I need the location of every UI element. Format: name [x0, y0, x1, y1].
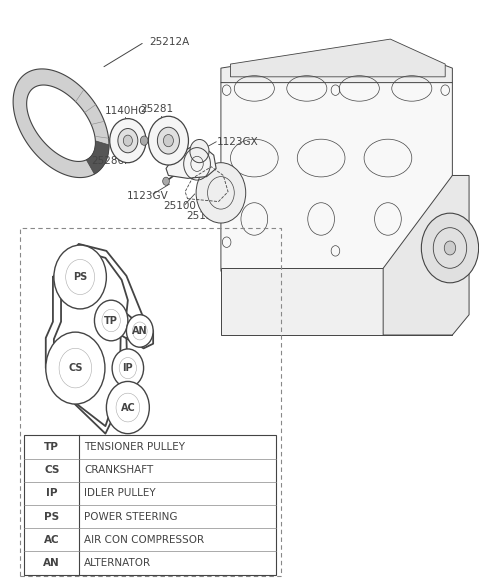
Polygon shape: [383, 175, 469, 335]
Text: PS: PS: [73, 272, 87, 282]
Circle shape: [126, 315, 153, 347]
Circle shape: [196, 163, 246, 223]
Text: 1140HO: 1140HO: [105, 106, 147, 115]
Text: TP: TP: [104, 315, 118, 325]
Text: 25100: 25100: [164, 201, 196, 210]
Polygon shape: [86, 141, 109, 174]
Circle shape: [118, 128, 138, 153]
Text: AC: AC: [120, 402, 135, 413]
Circle shape: [157, 127, 180, 154]
Circle shape: [95, 300, 128, 341]
Polygon shape: [221, 42, 452, 83]
Circle shape: [46, 332, 105, 404]
Bar: [24, 436, 276, 575]
Circle shape: [107, 381, 149, 434]
Text: 1123GX: 1123GX: [217, 137, 259, 147]
Circle shape: [110, 118, 146, 163]
Text: IP: IP: [122, 363, 133, 373]
Circle shape: [123, 135, 132, 146]
Text: CS: CS: [68, 363, 83, 373]
Text: TP: TP: [44, 442, 59, 452]
Text: 1123GV: 1123GV: [126, 191, 168, 201]
Text: 25286I: 25286I: [91, 156, 127, 166]
Text: 25281: 25281: [140, 104, 173, 114]
Text: AC: AC: [44, 535, 60, 545]
Circle shape: [163, 135, 173, 147]
Text: IP: IP: [46, 489, 58, 498]
Circle shape: [190, 139, 209, 163]
Circle shape: [421, 213, 479, 283]
Text: TENSIONER PULLEY: TENSIONER PULLEY: [84, 442, 185, 452]
Text: CS: CS: [44, 465, 60, 475]
Text: AN: AN: [132, 326, 147, 336]
Text: CRANKSHAFT: CRANKSHAFT: [84, 465, 153, 475]
Polygon shape: [166, 145, 216, 178]
Circle shape: [163, 177, 169, 185]
Polygon shape: [221, 59, 452, 271]
Text: 25124: 25124: [187, 211, 220, 221]
Text: 25212A: 25212A: [149, 37, 190, 47]
Circle shape: [140, 136, 148, 145]
Polygon shape: [230, 39, 445, 77]
Circle shape: [148, 116, 189, 165]
Circle shape: [54, 245, 107, 309]
Polygon shape: [221, 268, 452, 335]
PathPatch shape: [13, 69, 109, 178]
Text: IDLER PULLEY: IDLER PULLEY: [84, 489, 156, 498]
Text: ALTERNATOR: ALTERNATOR: [84, 558, 151, 568]
Circle shape: [444, 241, 456, 255]
Text: AIR CON COMPRESSOR: AIR CON COMPRESSOR: [84, 535, 204, 545]
Text: PS: PS: [44, 512, 60, 522]
Bar: [21, 228, 281, 576]
Text: POWER STEERING: POWER STEERING: [84, 512, 178, 522]
Circle shape: [112, 349, 144, 387]
Text: AN: AN: [43, 558, 60, 568]
